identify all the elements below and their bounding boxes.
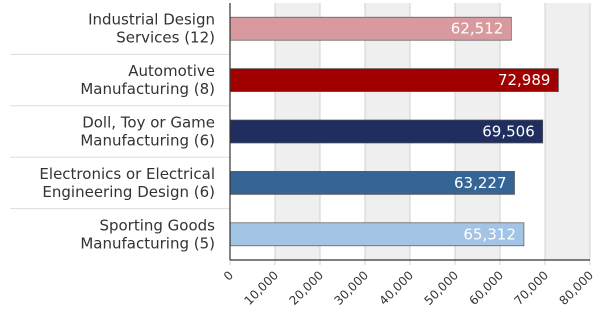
category-label: Manufacturing (6) <box>80 132 215 150</box>
data-label: 72,989 <box>498 71 551 89</box>
category-label: Electronics or Electrical <box>39 165 215 183</box>
x-tick-label: 70,000 <box>512 268 552 308</box>
plot-band <box>545 3 590 260</box>
data-label: 63,227 <box>454 174 507 192</box>
category-label: Industrial Design <box>88 11 215 29</box>
category-label: Manufacturing (5) <box>80 234 215 252</box>
data-labels: 62,512 72,989 69,506 63,227 65,312 <box>451 20 551 244</box>
x-tick-label: 40,000 <box>377 268 417 308</box>
category-label: Sporting Goods <box>99 216 215 234</box>
x-tick-label: 50,000 <box>422 268 462 308</box>
data-label: 62,512 <box>451 20 504 38</box>
x-tick-label: 30,000 <box>332 268 372 308</box>
category-label: Engineering Design (6) <box>42 183 215 201</box>
x-tick-label: 0 <box>221 268 236 283</box>
data-label: 65,312 <box>463 225 516 243</box>
x-tick-label: 60,000 <box>467 268 507 308</box>
x-tick-label: 80,000 <box>557 268 597 308</box>
x-tick-label: 20,000 <box>287 268 327 308</box>
x-tick-labels: 0 10,000 20,000 30,000 40,000 50,000 60,000 70,… <box>221 268 596 308</box>
category-label: Doll, Toy or Game <box>82 114 215 132</box>
category-label: Services (12) <box>116 29 215 47</box>
category-label: Manufacturing (8) <box>80 80 215 98</box>
axes <box>229 3 590 261</box>
data-label: 69,506 <box>482 123 535 141</box>
category-label: Automotive <box>128 62 215 80</box>
x-tick-label: 10,000 <box>242 268 282 308</box>
